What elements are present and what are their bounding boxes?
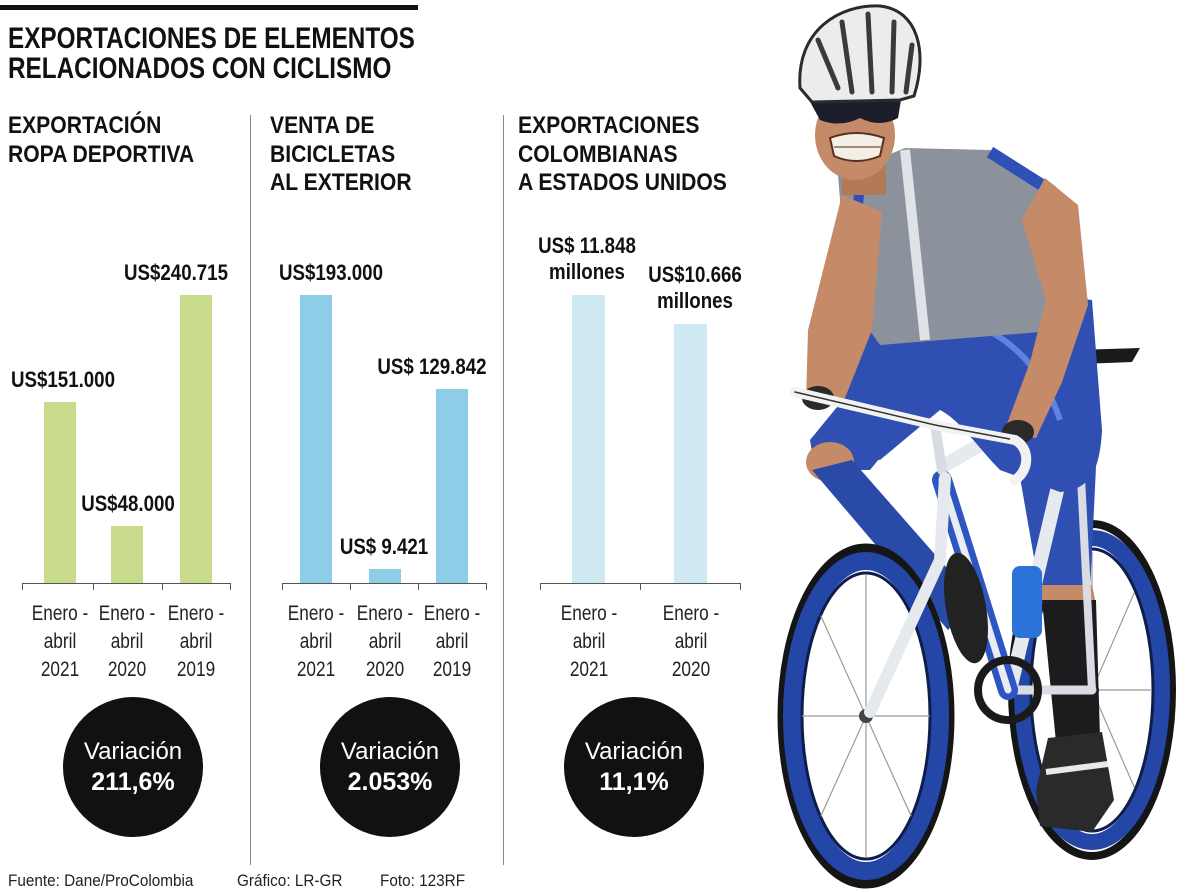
axis-tick <box>540 583 541 590</box>
value-label-1: US$151.000 <box>11 367 115 393</box>
axis-tick <box>640 583 641 590</box>
bar-3 <box>436 389 468 583</box>
category-label-1: Enero - abril 2021 <box>560 602 617 681</box>
heading-line: A ESTADOS UNIDOS <box>518 169 727 196</box>
footer-graphic-credit: Gráfico: LR-GR <box>237 871 343 890</box>
bar-1 <box>572 295 605 583</box>
helmet <box>798 4 922 104</box>
top-rule <box>0 5 418 10</box>
value-unit: millones <box>657 287 733 313</box>
value-label-3: US$240.715 <box>124 260 228 285</box>
category-label-1: Enero - abril 2021 <box>287 602 345 681</box>
heading-line: COLOMBIANAS <box>518 140 678 168</box>
heading-line: EXPORTACIONES <box>518 112 700 139</box>
variation-badge-bicycles: Variación 2.053% <box>320 697 460 837</box>
bar-1 <box>300 295 332 583</box>
axis-tick <box>282 583 283 590</box>
rider <box>798 4 1102 664</box>
variation-label: Variación <box>340 738 440 765</box>
axis-tick <box>230 583 231 590</box>
heading-line: VENTA DE <box>270 112 375 139</box>
variation-value: 211,6% <box>91 768 175 796</box>
value-label-2: US$48.000 <box>81 490 175 516</box>
variation-label: Variación <box>83 738 183 765</box>
axis-tick <box>418 583 419 590</box>
value-label-2: US$10.666 millones <box>648 262 742 314</box>
axis-tick <box>22 583 23 590</box>
category-label-1: Enero - abril 2021 <box>31 602 89 681</box>
value-label-2: US$ 9.421 <box>339 533 429 559</box>
variation-value: 2.053% <box>347 768 433 796</box>
variation-badge-sportswear: Variación 211,6% <box>63 697 203 837</box>
cyclist-photo <box>777 4 1176 889</box>
near-leg <box>806 330 988 664</box>
bar-2 <box>111 525 143 583</box>
variation-value: 11,1% <box>599 768 669 796</box>
title-line-1: EXPORTACIONES DE ELEMENTOS <box>8 22 415 55</box>
variation-badge-usa: Variación 11,1% <box>564 697 704 837</box>
bar-1 <box>44 402 76 583</box>
bar-2 <box>369 568 401 583</box>
bar-2 <box>674 323 707 583</box>
category-label-2: Enero - abril 2020 <box>356 602 414 681</box>
value-label-3: US$ 129.842 <box>377 354 487 380</box>
heading-line: BICICLETAS <box>270 140 396 168</box>
handlebars <box>790 387 1032 485</box>
value-amount: US$10.666 <box>648 261 742 287</box>
fork <box>864 472 951 718</box>
footer-photo-credit: Foto: 123RF <box>380 871 466 890</box>
value-label-1: US$ 11.848 millones <box>538 233 636 285</box>
value-label-1: US$193.000 <box>279 260 383 285</box>
x-axis <box>282 583 487 584</box>
variation-label: Variación <box>584 738 684 765</box>
axis-tick <box>162 583 163 590</box>
value-amount: US$ 11.848 <box>538 233 636 258</box>
bar-3 <box>180 295 212 583</box>
title-line-2: RELACIONADOS CON CICLISMO <box>8 52 392 85</box>
x-axis <box>22 583 231 584</box>
category-label-2: Enero - abril 2020 <box>98 602 156 681</box>
category-label-3: Enero - abril 2019 <box>423 602 481 681</box>
axis-tick <box>486 583 487 590</box>
column-divider <box>503 115 504 865</box>
axis-tick <box>740 583 741 590</box>
column-divider <box>250 115 251 865</box>
heading-line: AL EXTERIOR <box>270 169 412 196</box>
value-unit: millones <box>549 259 625 284</box>
axis-tick <box>93 583 94 590</box>
footer-source: Fuente: Dane/ProColombia <box>8 871 194 890</box>
heading-line: EXPORTACIÓN <box>8 112 162 139</box>
heading-line: ROPA DEPORTIVA <box>8 140 195 168</box>
category-label-3: Enero - abril 2019 <box>167 602 225 681</box>
category-label-2: Enero - abril 2020 <box>662 602 719 681</box>
axis-tick <box>350 583 351 590</box>
